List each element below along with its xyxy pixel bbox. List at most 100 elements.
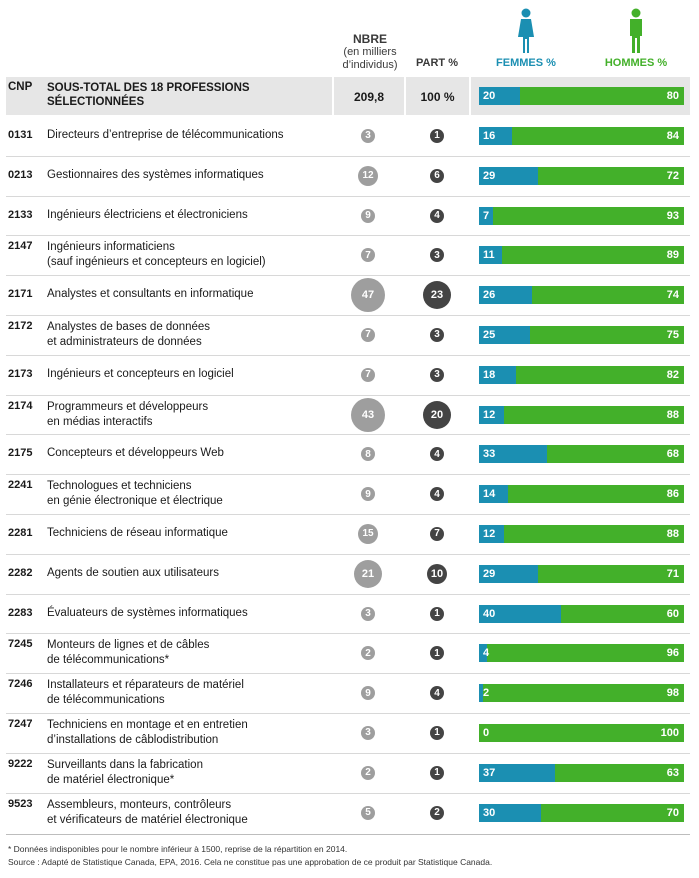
row-0213-bar-femmes [479, 166, 539, 185]
row-2283-divider [6, 633, 690, 635]
row-9222-bar-hommes [554, 763, 684, 782]
row-2282-bar-femmes [479, 564, 539, 583]
row-2147-bar-hommes [501, 246, 684, 265]
row-9222-part: 1 [430, 765, 444, 780]
row-2133-divider [6, 235, 690, 237]
row-2133-bar-femmes [479, 206, 494, 225]
woman-icon [518, 8, 534, 53]
row-7245-nbre: 2 [361, 646, 375, 661]
row-2172-part: 3 [430, 327, 444, 342]
row-2281-divider [6, 553, 690, 555]
row-2133-occupation: Ingénieurs électriciens et électronicien… [47, 208, 332, 223]
column-separator [332, 77, 334, 115]
row-0131-part: 1 [430, 128, 444, 143]
row-2174-bar-hommes [503, 405, 684, 424]
footnote: * Données indisponibles pour le nombre i… [8, 844, 348, 854]
row-2172-label-femmes: 25 [483, 328, 496, 341]
row-2175-occupation: Concepteurs et développeurs Web [47, 446, 332, 461]
row-2173-part: 3 [430, 367, 444, 382]
row-2173-occupation-line: Ingénieurs et concepteurs en logiciel [47, 367, 234, 380]
row-2172-divider [6, 354, 690, 356]
row-9523-nbre: 5 [361, 805, 375, 820]
row-2241-label-femmes: 14 [483, 488, 496, 501]
row-0213-bar-hommes [538, 166, 684, 185]
source-note: Source : Adapté de Statistique Canada, E… [8, 857, 493, 867]
row-2172-occupation: Analystes de bases de données et administ… [47, 320, 332, 350]
row-2174-divider [6, 434, 690, 436]
row-2172-cnp: 2172 [8, 320, 33, 332]
row-2174-occupation: Programmeurs et développeurs en médias in… [47, 400, 332, 430]
row-2133-label-femmes: 7 [483, 209, 490, 222]
row-2175-divider [6, 474, 690, 476]
row-2282-occupation-line: Agents de soutien aux utilisateurs [47, 566, 219, 579]
row-2241-bar [479, 485, 684, 504]
row-7247-nbre: 3 [361, 725, 375, 740]
row-9222-divider [6, 792, 690, 794]
row-2173-bar [479, 365, 684, 384]
row-2174-nbre: 43 [351, 397, 385, 432]
row-2173-nbre: 7 [361, 367, 375, 382]
row-9222-cnp: 9222 [8, 757, 33, 770]
row-2281-cnp: 2281 [8, 527, 33, 539]
column-separator [469, 77, 471, 115]
row-2174-label-femmes: 12 [483, 408, 496, 421]
row-2173-bar-hommes [515, 365, 684, 384]
row-2172-nbre: 7 [361, 327, 375, 342]
row-7247-part: 1 [430, 725, 444, 740]
row-0213-occupation: Gestionnaires des systèmes informatiques [47, 168, 332, 183]
row-7245-divider [6, 673, 690, 675]
row-2171-cnp: 2171 [8, 288, 33, 301]
row-2133-label-hommes: 93 [666, 209, 679, 222]
row-0213-nbre: 12 [358, 165, 378, 186]
row-9222-label-femmes: 37 [483, 766, 496, 779]
row-0131-bar [479, 126, 684, 145]
row-7245-label-hommes: 96 [666, 647, 679, 660]
row-2283-bar [479, 604, 684, 623]
man-icon [630, 8, 642, 53]
row-2147-occupation-line: Ingénieurs informaticiens [47, 241, 175, 254]
row-9222-bar [479, 763, 684, 782]
column-separator [404, 77, 406, 115]
header-nbre-sub: (en milliers d’individus) [334, 46, 406, 72]
row-9222-occupation-line: de matériel électronique* [47, 773, 175, 786]
row-2174-label-hommes: 88 [666, 408, 679, 421]
row-2172-bar-hommes [530, 325, 684, 344]
row-0213-divider [6, 195, 690, 197]
subtotal-label-line1: SOUS-TOTAL DES 18 PROFESSIONS [47, 82, 250, 94]
row-2171-bar-hommes [532, 286, 684, 305]
row-0213-bar [479, 166, 684, 185]
row-2147-bar [479, 246, 684, 265]
row-7245-bar-hommes [487, 644, 684, 663]
row-2174-bar [479, 405, 684, 424]
row-2241-part: 4 [430, 487, 444, 502]
row-2281-label-hommes: 88 [666, 527, 679, 540]
row-7247-label-femmes: 0 [483, 726, 490, 739]
row-2282-cnp: 2282 [8, 566, 33, 579]
row-2241-occupation: Technologues et techniciens en génie élec… [47, 479, 332, 509]
row-9523-bar [479, 803, 684, 822]
row-2283-cnp: 2283 [8, 606, 33, 619]
row-7245-part: 1 [430, 646, 444, 661]
row-2281-bar-hommes [503, 524, 684, 543]
row-2147-label-hommes: 89 [666, 249, 679, 262]
row-2241-nbre: 9 [361, 487, 375, 502]
row-2147-part: 3 [430, 248, 444, 263]
row-2282-part: 10 [427, 563, 447, 584]
row-2281-part: 7 [430, 526, 444, 541]
row-7246-label-femmes: 2 [483, 687, 490, 700]
row-2171-occupation: Analystes et consultants en informatique [47, 287, 332, 302]
subtotal-nbre: 209,8 [353, 90, 385, 104]
row-9222-label-hommes: 63 [666, 766, 679, 779]
row-2171-divider [6, 315, 690, 316]
row-2172-bar [479, 325, 684, 344]
row-2174-part: 20 [423, 400, 451, 429]
row-2133-part: 4 [430, 208, 444, 223]
row-7245-occupation-line: Monteurs de lignes et de câbles [47, 639, 210, 652]
row-2281-label-femmes: 12 [483, 527, 496, 540]
row-2282-bar [479, 564, 684, 583]
row-2175-label-hommes: 68 [666, 448, 679, 461]
row-2147-occupation: Ingénieurs informaticiens (sauf ingénieur… [47, 240, 332, 270]
row-0213-label-hommes: 72 [666, 169, 679, 182]
row-7246-occupation-line: de télécommunications [47, 694, 165, 707]
row-2283-label-femmes: 40 [483, 607, 496, 620]
